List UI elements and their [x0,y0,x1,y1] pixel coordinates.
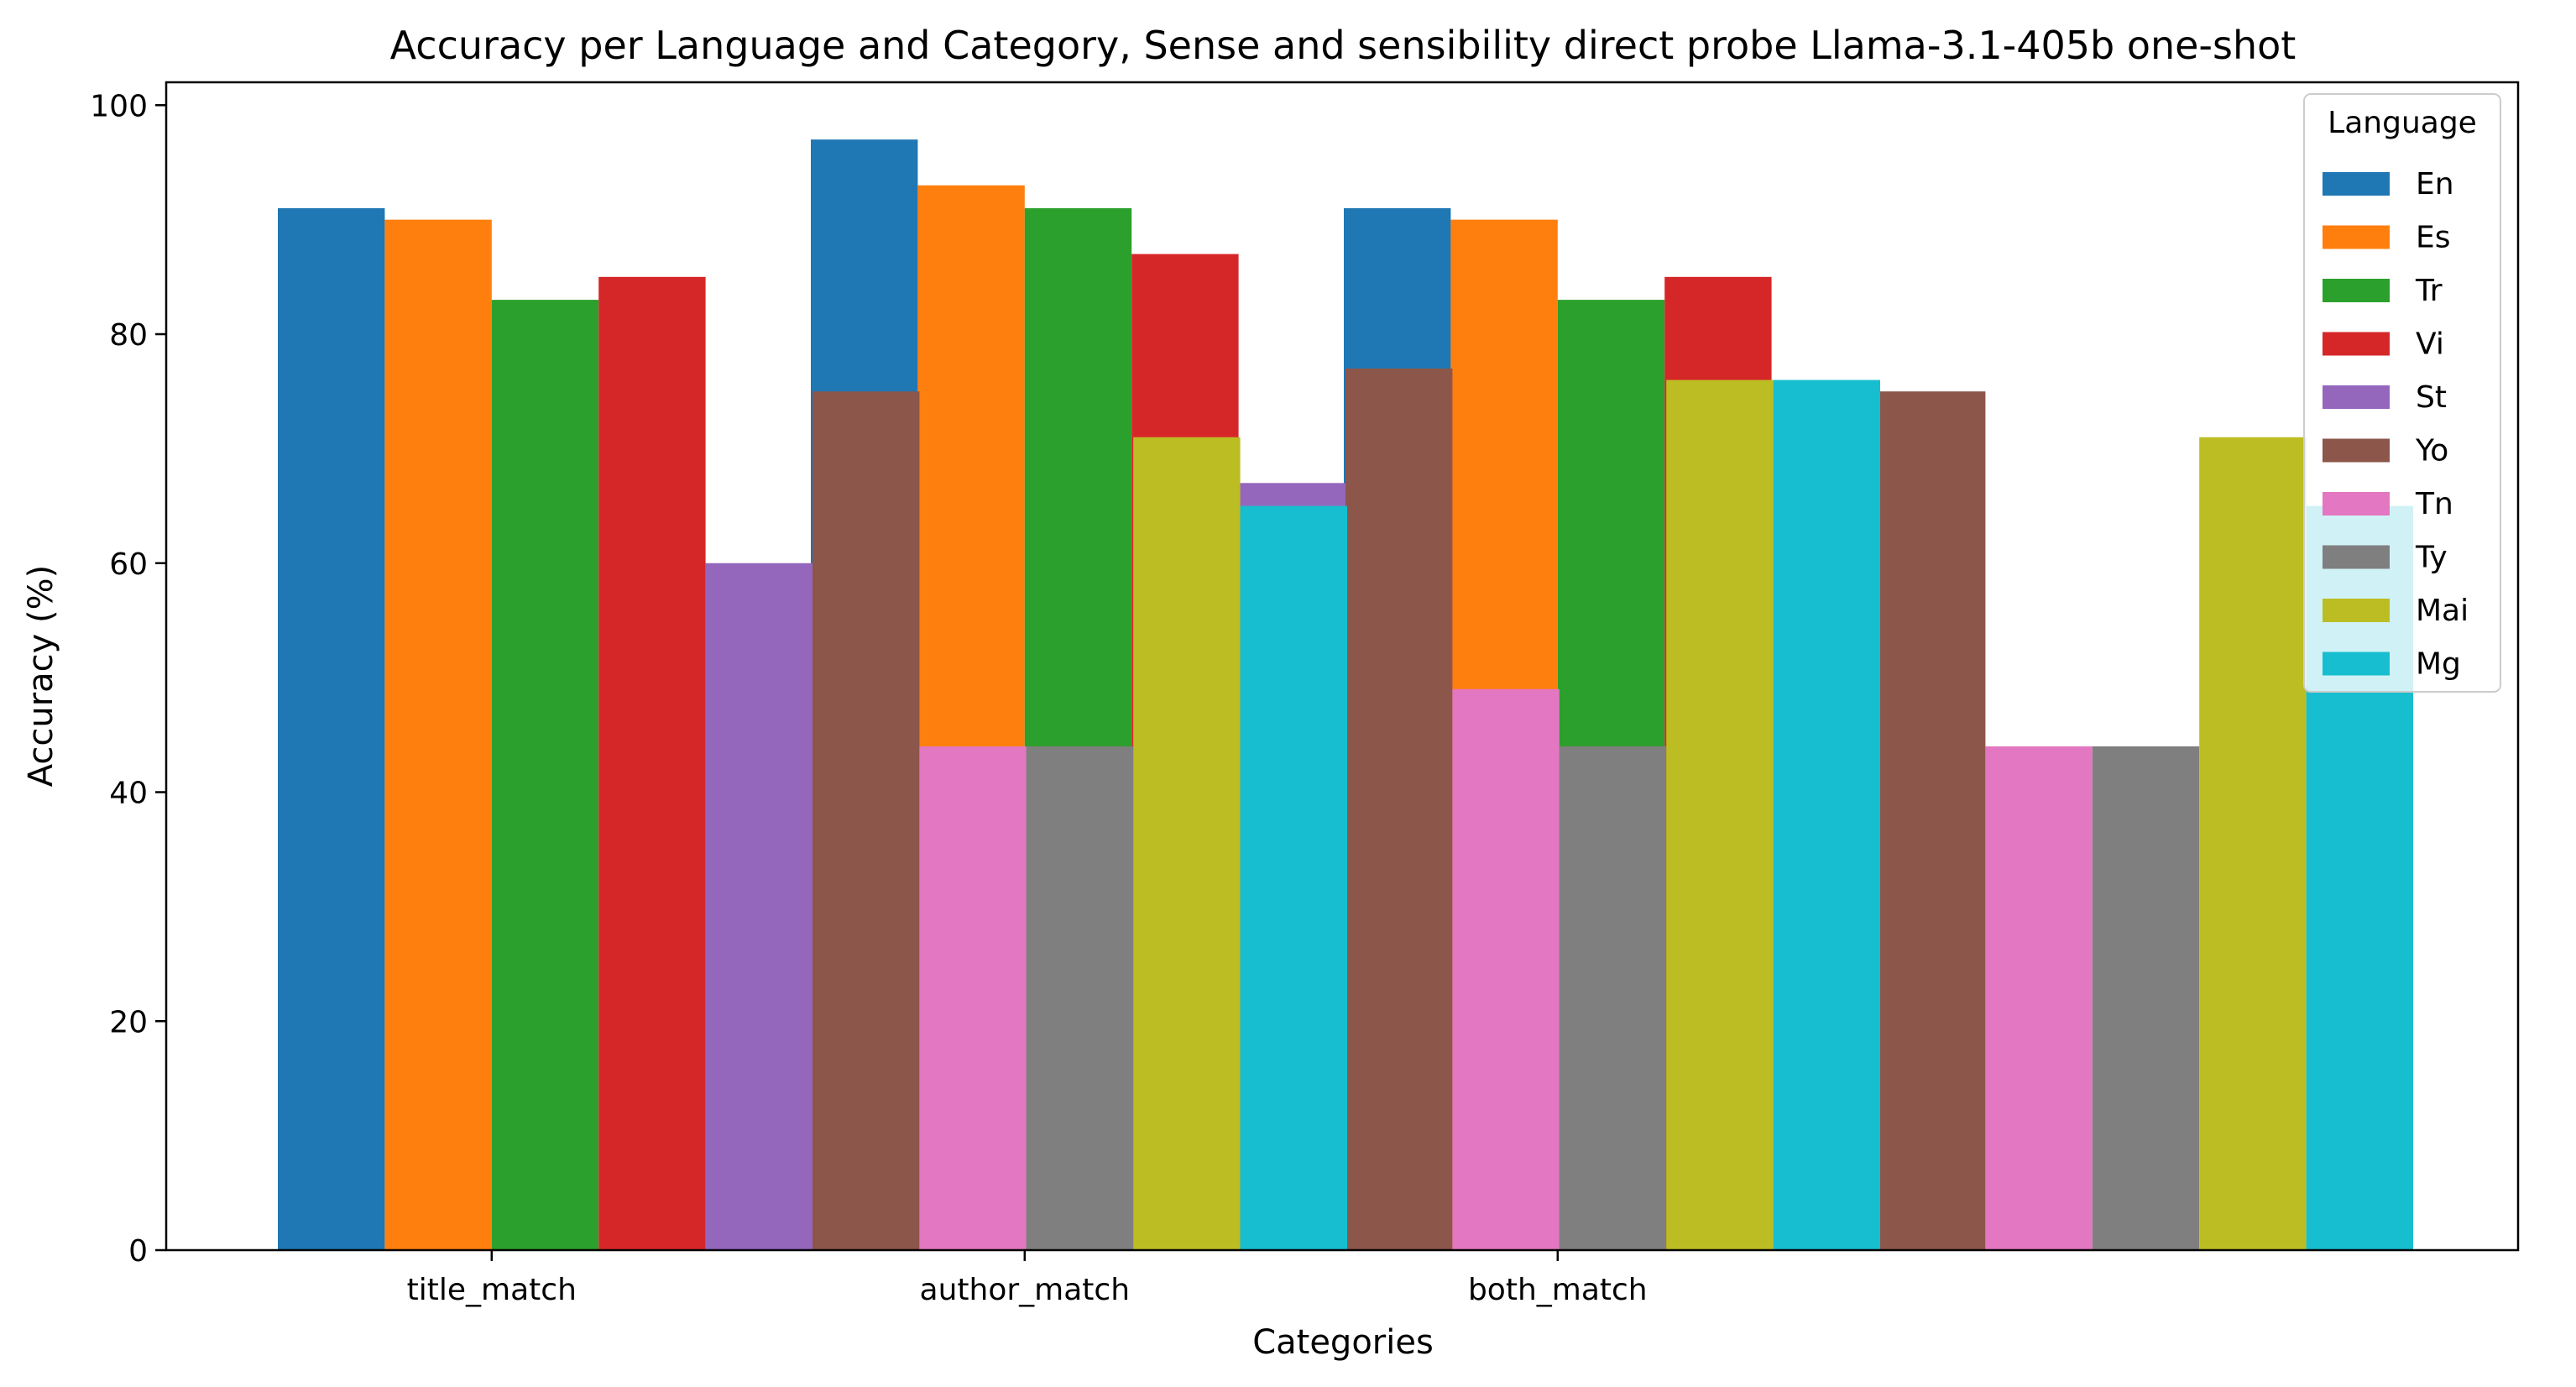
legend-title: Language [2328,106,2477,140]
legend-swatch-vi [2323,332,2390,356]
bar-es-title_match [384,219,492,1250]
x-tick-label: title_match [407,1273,577,1307]
plot-frame [165,81,2520,1252]
bar-ty-both_match [2092,746,2200,1250]
legend-label-yo: Yo [2415,434,2448,468]
y-axis: 0 20 40 60 80 100 [90,89,166,1269]
x-tick-label: both_match [1468,1273,1648,1307]
y-tick-label: 100 [90,89,148,123]
bar-tr-title_match [491,300,599,1250]
legend-label-tn: Tn [2415,487,2453,521]
legend-label-tr: Tr [2415,274,2443,308]
bar-mg-title_match [1240,505,1347,1250]
y-tick-label: 40 [109,777,148,811]
bar-yo-title_match [813,391,920,1251]
legend-swatch-tn [2323,492,2390,516]
bar-tn-title_match [919,746,1027,1250]
legend-label-es: Es [2416,221,2451,255]
bar-ty-author_match [1559,746,1667,1250]
legend-swatch-es [2323,225,2390,249]
legend-swatch-mai [2323,599,2390,622]
bar-vi-title_match [598,276,706,1251]
bar-mai-both_match [2199,437,2307,1250]
legend-label-ty: Ty [2415,541,2448,575]
x-axis-label: Categories [1252,1323,1434,1362]
legend-swatch-ty [2323,545,2390,569]
legend: Language En Es Tr Vi St Yo Tn Ty Mai Mg [2303,93,2501,693]
x-tick-label: author_match [920,1273,1131,1307]
y-tick-label: 60 [109,547,148,582]
bar-yo-both_match [1878,391,1986,1251]
legend-swatch-mg [2323,652,2390,676]
bar-yo-author_match [1345,368,1453,1251]
x-axis: title_match author_match both_match [407,1250,1648,1307]
bar-mg-author_match [1773,379,1880,1250]
bar-en-title_match [278,208,385,1250]
legend-label-st: St [2416,380,2447,415]
bars-group [278,139,2413,1251]
chart-title: Accuracy per Language and Category, Sens… [390,23,2296,68]
legend-swatch-yo [2323,438,2390,463]
y-tick-label: 0 [128,1234,148,1269]
legend-label-mai: Mai [2416,594,2469,628]
bar-st-title_match [705,563,813,1250]
bar-tn-author_match [1452,688,1560,1250]
bar-mai-author_match [1666,379,1774,1250]
y-axis-label: Accuracy (%) [22,565,60,788]
legend-swatch-st [2323,385,2390,409]
legend-swatch-en [2323,172,2390,196]
y-tick-label: 20 [109,1005,148,1039]
bar-mai-title_match [1133,437,1241,1250]
legend-label-mg: Mg [2416,647,2461,682]
bar-ty-title_match [1026,746,1134,1250]
legend-swatch-tr [2323,279,2390,302]
legend-label-en: En [2416,167,2454,202]
legend-label-vi: Vi [2416,327,2444,362]
bar-tn-both_match [1985,746,2093,1250]
y-tick-label: 80 [109,318,148,353]
